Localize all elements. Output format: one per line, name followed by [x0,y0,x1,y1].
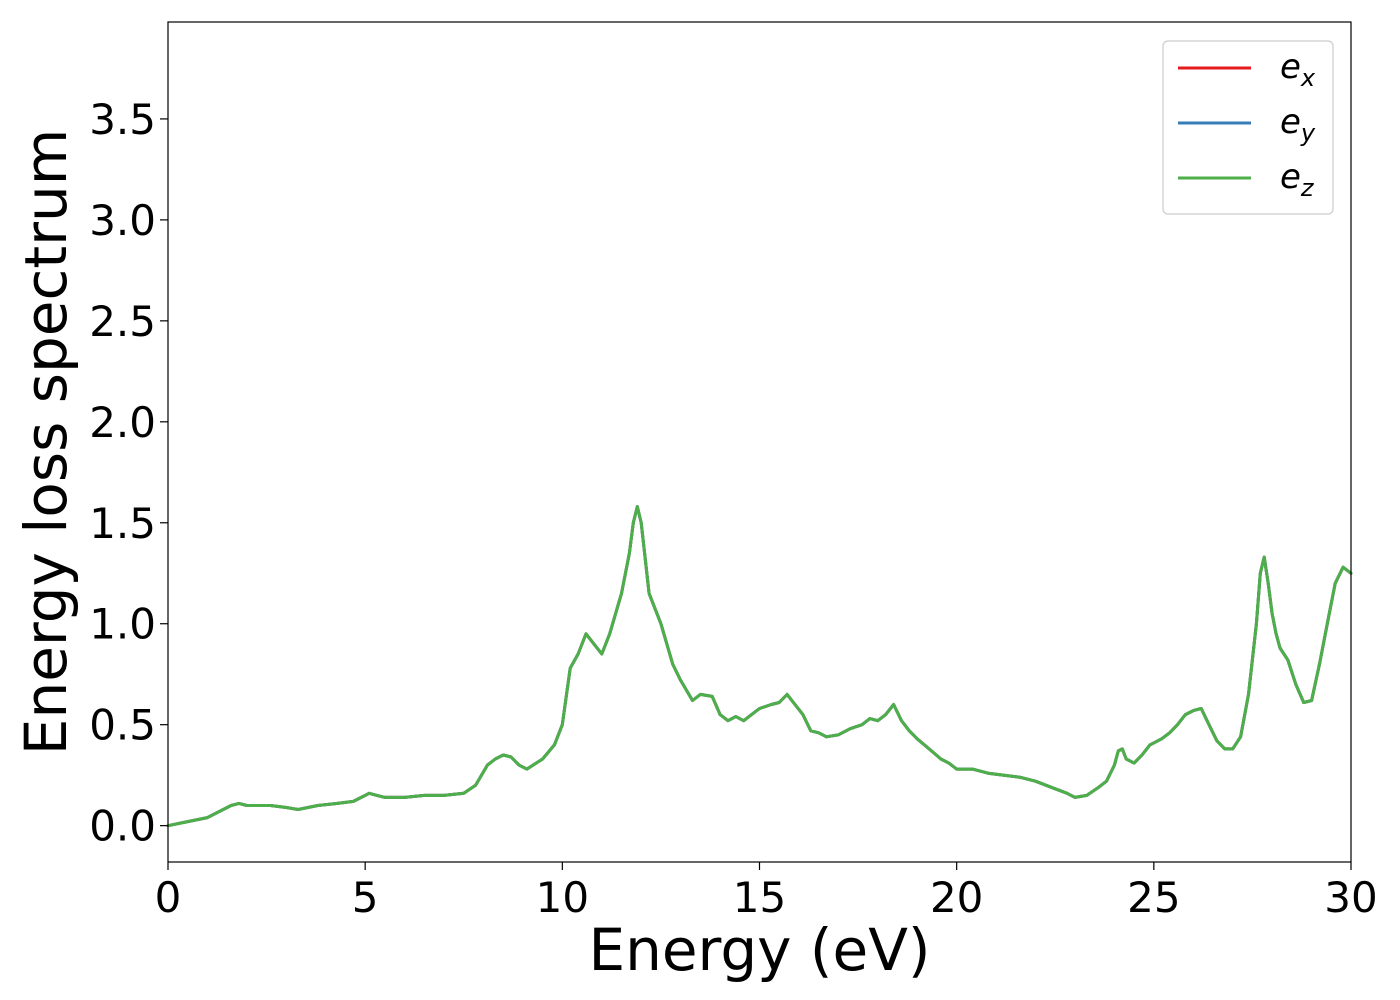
x-tick-label: 10 [536,873,589,922]
x-tick-label: 30 [1324,873,1377,922]
y-tick-label: 3.5 [89,95,156,144]
y-tick-label: 1.5 [89,499,156,548]
legend-label-e-y: ey [1280,102,1316,147]
y-tick-label: 0.5 [89,701,156,750]
legend-items: ex ey ez [1178,47,1316,202]
x-tick-label: 15 [733,873,786,922]
y-axis-title: Energy loss spectrum [12,129,80,755]
x-axis: 0 5 10 15 20 25 30 [155,862,1378,922]
series-layer [166,505,1353,828]
y-tick-label: 0.0 [89,802,156,851]
legend-label-e-x: ex [1280,47,1316,92]
x-tick-label: 20 [930,873,983,922]
y-tick-label: 2.5 [89,297,156,346]
legend: ex ey ez [1162,40,1334,215]
legend-frame [1162,40,1334,215]
legend-label-e-z: ez [1280,157,1315,202]
y-tick-label: 1.0 [89,600,156,649]
x-tick-label: 5 [352,873,379,922]
y-tick-label: 2.0 [89,398,156,447]
series-line-e-z [166,505,1353,828]
plot-background [168,22,1351,862]
x-axis-title: Energy (eV) [588,916,930,984]
x-tick-label: 25 [1127,873,1180,922]
x-tick-label: 0 [155,873,182,922]
y-axis: 0.0 0.5 1.0 1.5 2.0 2.5 3.0 3.5 [89,95,168,851]
y-tick-label: 3.0 [89,196,156,245]
